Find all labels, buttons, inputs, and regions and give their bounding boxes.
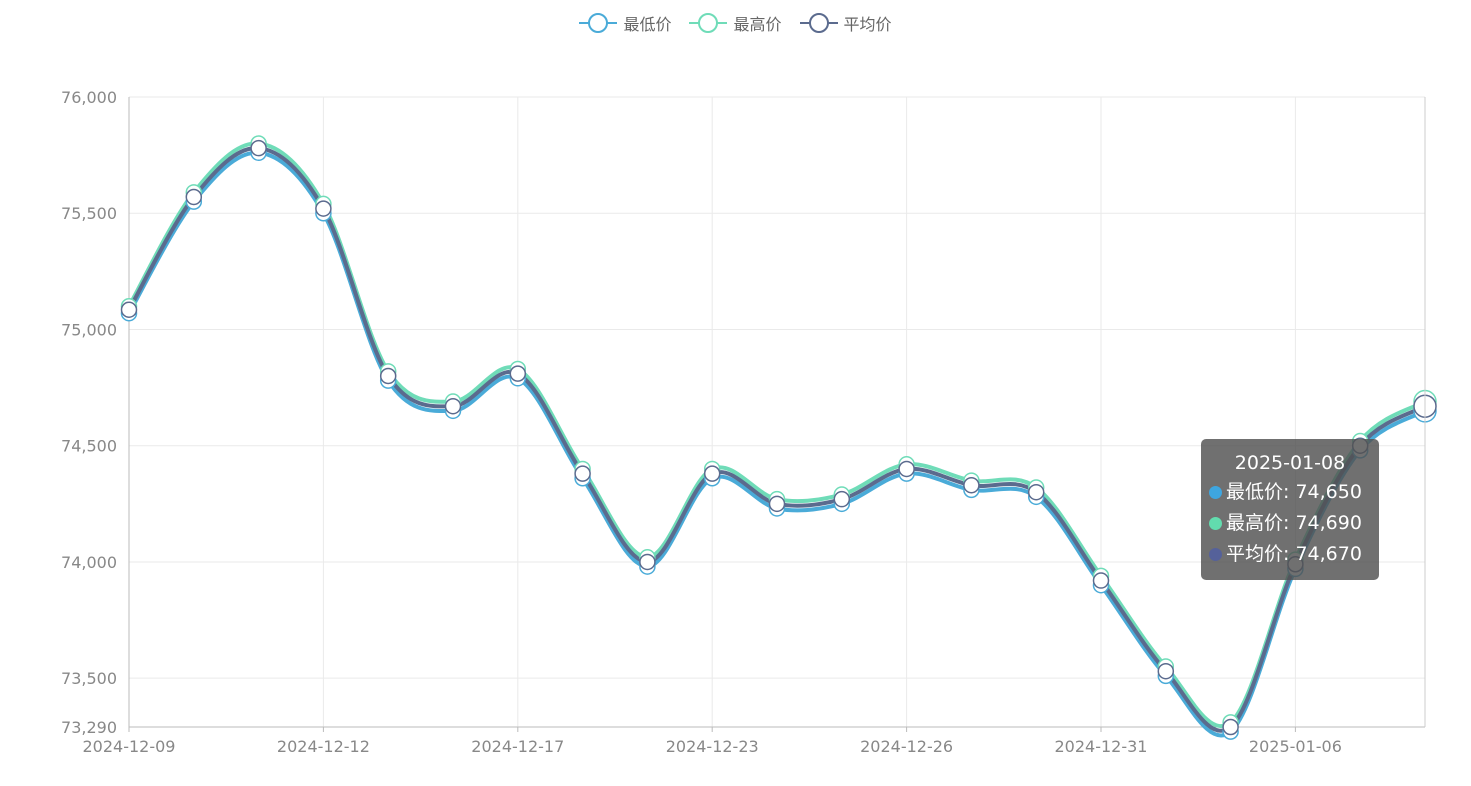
tooltip-high-text: 最高价: 74,690 — [1226, 512, 1362, 534]
data-point-avg — [379, 367, 397, 385]
data-point-avg — [1027, 483, 1045, 501]
tooltip-avg-dot — [1209, 548, 1222, 561]
tooltip: 2025-01-08 最低价: 74,650 最高价: 74,690 平均价: … — [1201, 439, 1379, 580]
data-point-avg — [185, 188, 203, 206]
x-tick-label: 2024-12-17 — [471, 737, 564, 756]
legend-high-label: 最高价 — [733, 15, 782, 34]
legend-item-low[interactable]: 最低价 — [579, 11, 671, 35]
data-point-avg — [639, 553, 656, 571]
legend-low-label: 最低价 — [623, 15, 672, 34]
x-tick-label: 2024-12-23 — [666, 737, 759, 756]
x-tick-label: 2024-12-26 — [860, 737, 953, 756]
tooltip-row-high: 最高价: 74,690 — [1209, 508, 1371, 539]
data-point-avg — [1222, 718, 1239, 736]
y-tick-label: 74,000 — [61, 553, 117, 572]
data-point-avg — [1092, 572, 1110, 589]
data-point-avg — [898, 460, 915, 478]
y-tick-label: 75,500 — [61, 204, 117, 223]
legend-item-avg[interactable]: 平均价 — [799, 11, 892, 35]
data-point-avg — [120, 301, 138, 318]
x-tick-label: 2025-01-06 — [1249, 737, 1342, 756]
tooltip-row-low: 最低价: 74,650 — [1209, 477, 1371, 508]
legend-avg-icon — [799, 13, 838, 33]
y-tick-label: 75,000 — [61, 320, 117, 339]
y-tick-label: 73,500 — [61, 669, 117, 688]
data-point-avg — [509, 365, 527, 382]
legend: 最低价 最高价 平均价 — [0, 11, 1471, 35]
data-point-avg — [444, 397, 462, 415]
y-tick-label: 76,000 — [61, 88, 117, 107]
data-point-avg — [703, 465, 721, 482]
data-point-avg — [250, 139, 267, 157]
data-point-avg — [1157, 662, 1175, 680]
tooltip-high-dot — [1209, 517, 1222, 530]
legend-avg-label: 平均价 — [843, 15, 892, 34]
tooltip-low-text: 最低价: 74,650 — [1226, 481, 1362, 503]
data-point-avg — [315, 200, 332, 217]
tooltip-low-dot — [1209, 486, 1222, 499]
tooltip-avg-text: 平均价: 74,670 — [1226, 543, 1362, 565]
x-tick-label: 2024-12-12 — [277, 737, 370, 756]
y-tick-label: 73,290 — [61, 718, 117, 737]
y-tick-label: 74,500 — [61, 437, 117, 456]
data-point-avg — [574, 465, 591, 482]
data-point-avg — [768, 495, 786, 513]
legend-low-icon — [579, 13, 618, 33]
x-tick-label: 2024-12-31 — [1055, 737, 1148, 756]
tooltip-row-avg: 平均价: 74,670 — [1209, 539, 1371, 570]
data-point-avg — [833, 490, 851, 508]
legend-item-high[interactable]: 最高价 — [689, 11, 782, 35]
tooltip-title: 2025-01-08 — [1234, 452, 1346, 474]
x-tick-label: 2024-12-09 — [83, 737, 176, 756]
legend-high-icon — [689, 13, 728, 33]
data-point-avg — [963, 476, 980, 494]
